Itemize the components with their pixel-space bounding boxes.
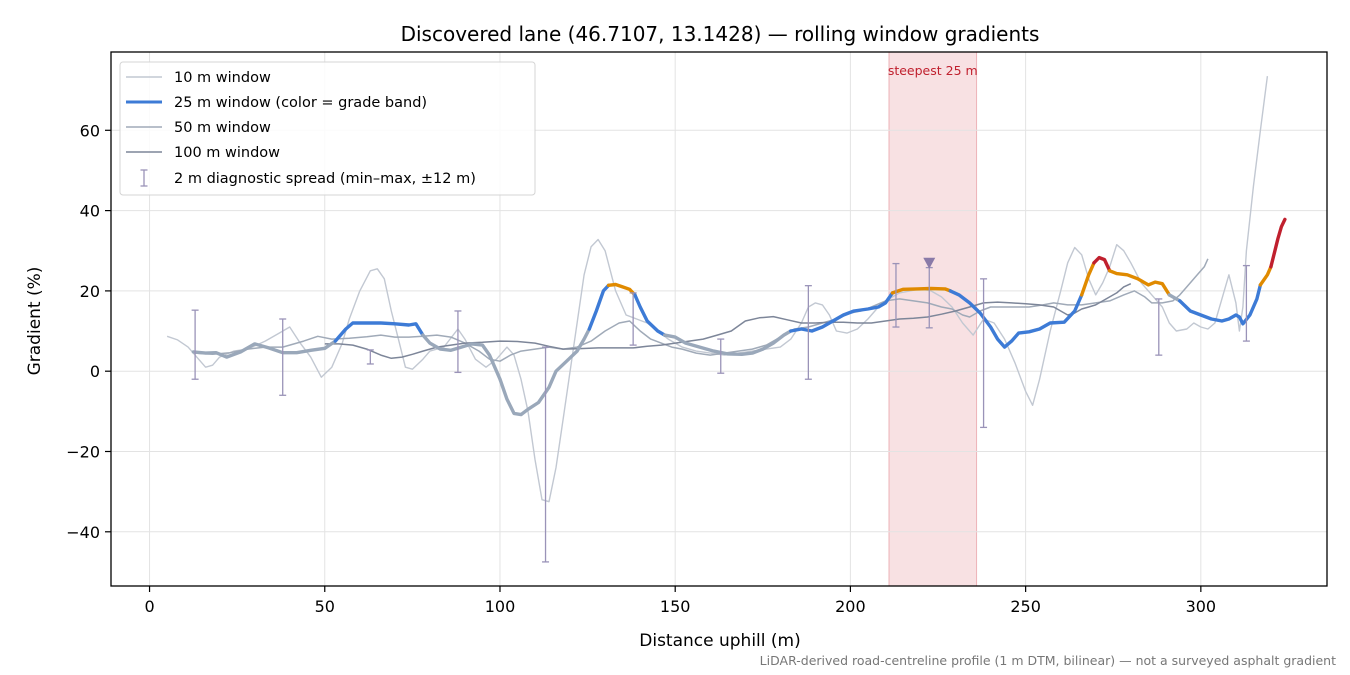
series-line-25m-segment [1258,265,1273,287]
series-line-25m-segment [421,327,591,417]
y-tick-label: 40 [80,202,100,221]
diagnostic-spread-bar [892,262,900,328]
footnote: LiDAR-derived road-centreline profile (1… [760,653,1336,668]
series-line-25m-segment [890,286,952,295]
y-tick-label: −40 [66,523,100,542]
legend: 10 m window 25 m window (color = grade b… [119,61,536,196]
series-line-25m-segment [606,282,637,297]
series-line-25m-segment [633,293,667,337]
y-tick-label: 60 [80,121,100,140]
legend-entry-100m: 100 m window [174,145,280,161]
chart-title: Discovered lane (46.7107, 13.1428) — rol… [401,22,1040,46]
legend-entry-spread: 2 m diagnostic spread (min–max, ±12 m) [174,171,476,187]
series-line-25m-segment [1269,217,1287,269]
series-line-10m [166,76,1269,503]
y-tick-label: −20 [66,442,100,461]
peak-marker [923,257,936,269]
legend-entry-25m: 25 m window (color = grade band) [174,95,427,111]
x-tick-label: 200 [835,597,866,616]
x-tick-label: 50 [315,597,335,616]
diagnostic-spread-bar [629,292,637,346]
series-line-50m [195,258,1209,362]
y-axis-label: Gradient (%) [25,267,45,376]
series-line-25m-segment [1079,261,1096,297]
y-tick-label: 0 [90,362,100,381]
y-tick-label: 20 [80,282,100,301]
series-line-25m-segment [1092,255,1112,273]
x-tick-label: 300 [1186,597,1217,616]
x-axis-label: Distance uphill (m) [639,631,800,651]
diagnostic-spread-bar [279,318,287,396]
series-layer [166,76,1287,503]
diagnostic-spread-bar [980,278,988,429]
diagnostic-spread-bar [804,285,812,380]
series-line-25m-segment [1178,283,1263,326]
diagnostic-spread-bar [1242,264,1250,342]
series-line-25m-segment [333,321,425,343]
series-line-25m-segment [191,339,337,359]
highlight-band-label: steepest 25 m [888,63,978,78]
diagnostic-spread-bar [191,309,199,380]
diagnostic-spread-bar [717,338,725,374]
legend-box [119,61,536,196]
series-line-25m-segment [1167,293,1182,303]
legend-swatch-spread [140,169,148,187]
series-line-25m-segment [948,289,1084,349]
x-tick-label: 250 [1010,597,1041,616]
diagnostic-spread-bar [366,349,374,365]
legend-entry-50m: 50 m window [174,120,271,136]
x-tick-label: 0 [144,597,154,616]
legend-entry-10m: 10 m window [174,70,271,86]
series-line-25m-segment [587,283,611,331]
series-line-100m [324,283,1132,360]
diagnostic-spread-bar [454,310,462,374]
x-tick-label: 150 [660,597,691,616]
diagnostic-spread-bar [542,346,550,563]
series-line-25m-segment [1107,269,1172,297]
series-line-25m-segment [663,329,793,356]
plot-frame [110,51,1328,587]
diagnostic-spread-layer [191,257,1250,563]
x-tick-label: 100 [485,597,516,616]
tick-layer: 0 50 100 150 200 250 300 −40 −20 0 20 40 60 [66,121,1216,616]
diagnostic-spread-bar [1155,298,1163,356]
